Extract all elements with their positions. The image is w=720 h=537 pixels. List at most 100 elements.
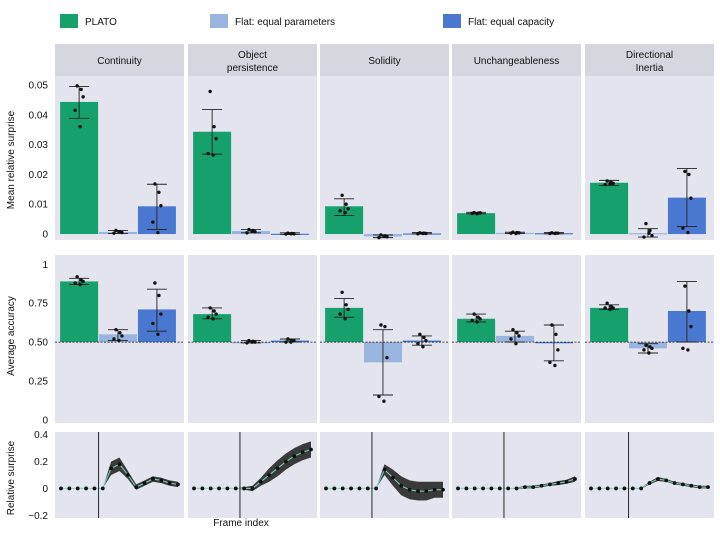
y-axis-label-relative: Relative surprise xyxy=(6,440,17,515)
relative-point-object-persistence-9 xyxy=(258,479,263,484)
accuracy-bar-row xyxy=(55,255,714,423)
surprise-point-unchangeableness-flat-equal-capacity-5 xyxy=(553,231,557,236)
surprise-point-continuity-flat-equal-capacity-4 xyxy=(151,220,155,224)
relative-point-unchangeableness-1 xyxy=(456,486,460,491)
legend-swatch-flat-equal-parameters xyxy=(210,14,228,28)
legend-label-flat-equal-capacity: Flat: equal capacity xyxy=(468,17,554,28)
surprise-y-tick-4: 0.03 xyxy=(29,140,49,151)
surprise-point-solidity-plato-1 xyxy=(340,193,344,197)
surprise-point-object-persistence-plato-2 xyxy=(212,124,216,129)
relative-point-unchangeableness-9 xyxy=(522,485,527,489)
relative-point-directional-inertia-15 xyxy=(706,485,710,489)
accuracy-point-solidity-flat-equal-parameters-5 xyxy=(382,399,386,403)
axes: 0 0.01 0.02 0.03 0.04 0.05 0 0.25 0.50 0.75 1 −0.2 0… xyxy=(28,80,48,521)
relative-panel-object-persistence xyxy=(188,432,317,518)
surprise-point-object-persistence-flat-equal-capacity-3 xyxy=(292,232,296,236)
accuracy-point-continuity-flat-equal-capacity-2 xyxy=(157,293,161,298)
surprise-point-object-persistence-flat-equal-parameters-1 xyxy=(247,227,251,232)
surprise-point-directional-inertia-flat-equal-capacity-2 xyxy=(687,172,691,177)
accuracy-point-object-persistence-plato-4 xyxy=(206,315,210,319)
accuracy-point-directional-inertia-flat-equal-capacity-5 xyxy=(686,348,690,352)
relative-point-directional-inertia-4 xyxy=(614,486,618,491)
surprise-point-object-persistence-plato-5 xyxy=(211,153,215,157)
relative-point-unchangeableness-15 xyxy=(573,477,577,481)
relative-panel-directional-inertia xyxy=(585,432,714,518)
relative-point-directional-inertia-14 xyxy=(697,485,702,489)
relative-point-object-persistence-4 xyxy=(217,486,221,491)
surprise-bar-unchangeableness-plato xyxy=(457,213,496,235)
surprise-point-continuity-flat-equal-parameters-1 xyxy=(114,228,118,233)
relative-point-unchangeableness-3 xyxy=(472,486,477,491)
surprise-point-continuity-plato-4 xyxy=(73,108,77,112)
accuracy-point-object-persistence-flat-equal-capacity-4 xyxy=(284,340,288,344)
accuracy-point-unchangeableness-flat-equal-parameters-5 xyxy=(514,341,518,346)
relative-point-solidity-8 xyxy=(382,467,387,472)
accuracy-point-directional-inertia-plato-4 xyxy=(603,306,607,310)
relative-point-object-persistence-5 xyxy=(225,486,230,491)
surprise-point-object-persistence-flat-equal-capacity-5 xyxy=(289,232,293,236)
surprise-point-solidity-flat-equal-capacity-3 xyxy=(424,231,428,236)
accuracy-point-continuity-flat-equal-parameters-4 xyxy=(112,337,116,341)
relative-point-solidity-15 xyxy=(441,487,445,492)
accuracy-point-continuity-flat-equal-capacity-4 xyxy=(151,321,155,326)
surprise-point-continuity-flat-equal-capacity-5 xyxy=(156,230,160,235)
relative-panel-continuity xyxy=(55,432,184,518)
relative-point-unchangeableness-10 xyxy=(531,485,536,489)
surprise-point-directional-inertia-flat-equal-parameters-5 xyxy=(647,231,651,235)
accuracy-bar-continuity-plato xyxy=(60,281,99,343)
relative-band-solidity xyxy=(326,464,443,501)
surprise-point-unchangeableness-flat-equal-capacity-3 xyxy=(556,231,560,235)
relative-point-object-persistence-3 xyxy=(208,486,213,491)
relative-point-directional-inertia-12 xyxy=(681,482,685,487)
relative-point-solidity-3 xyxy=(340,486,345,491)
relative-point-solidity-11 xyxy=(407,487,412,492)
surprise-y-tick-6: 0.05 xyxy=(29,80,49,91)
panel-title-box-4 xyxy=(452,44,581,76)
y-axis-label-accuracy: Average accuracy xyxy=(6,296,17,376)
relative-point-continuity-12 xyxy=(151,477,155,481)
relative-point-object-persistence-10 xyxy=(267,473,272,477)
surprise-point-continuity-plato-2 xyxy=(79,87,83,92)
accuracy-y-tick-3: 0.50 xyxy=(29,338,49,349)
relative-point-continuity-9 xyxy=(125,473,130,477)
accuracy-y-tick-1: 0 xyxy=(42,415,48,426)
relative-point-object-persistence-7 xyxy=(242,486,247,491)
accuracy-point-solidity-plato-4 xyxy=(338,312,342,316)
surprise-point-directional-inertia-flat-equal-parameters-1 xyxy=(644,221,648,226)
relative-point-solidity-7 xyxy=(374,486,379,491)
accuracy-point-object-persistence-flat-equal-capacity-1 xyxy=(286,337,290,341)
relative-point-continuity-13 xyxy=(159,478,164,483)
relative-point-solidity-13 xyxy=(424,489,429,494)
accuracy-point-continuity-flat-equal-capacity-3 xyxy=(159,312,163,316)
surprise-point-directional-inertia-flat-equal-parameters-2 xyxy=(648,228,652,233)
surprise-point-unchangeableness-plato-5 xyxy=(475,212,479,216)
surprise-point-solidity-flat-equal-parameters-4 xyxy=(377,235,381,240)
panel-titles: Continuity Object persistence Solidity Uncha… xyxy=(55,44,714,76)
surprise-point-directional-inertia-flat-equal-parameters-3 xyxy=(650,233,654,238)
panel-title-line1-5: Directional xyxy=(626,50,673,61)
accuracy-bar-unchangeableness-plato xyxy=(457,318,496,343)
relative-point-solidity-9 xyxy=(390,475,395,480)
accuracy-point-solidity-flat-equal-capacity-5 xyxy=(421,345,425,349)
panel-title-line2-2: persistence xyxy=(227,63,279,74)
surprise-y-tick-5: 0.04 xyxy=(29,110,49,121)
accuracy-point-continuity-plato-3 xyxy=(81,279,85,284)
relative-point-object-persistence-11 xyxy=(275,466,280,471)
surprise-point-continuity-plato-5 xyxy=(78,124,82,129)
relative-band-continuity xyxy=(61,457,178,490)
accuracy-point-solidity-flat-equal-capacity-1 xyxy=(418,332,422,337)
relative-point-solidity-6 xyxy=(365,486,370,491)
relative-point-unchangeableness-14 xyxy=(564,479,569,484)
relative-surprise-line-row xyxy=(55,432,714,518)
relative-point-continuity-5 xyxy=(92,486,97,491)
panel-title-line2-5: Inertia xyxy=(636,63,664,74)
accuracy-point-unchangeableness-plato-5 xyxy=(475,320,479,324)
relative-point-continuity-8 xyxy=(117,462,122,467)
relative-point-solidity-4 xyxy=(349,486,353,491)
surprise-point-unchangeableness-flat-equal-parameters-3 xyxy=(517,231,521,235)
relative-point-continuity-3 xyxy=(75,486,80,491)
relative-point-unchangeableness-2 xyxy=(464,486,469,491)
accuracy-point-solidity-plato-3 xyxy=(346,307,350,312)
legend-swatch-plato xyxy=(60,14,78,28)
relative-point-solidity-14 xyxy=(432,487,437,492)
